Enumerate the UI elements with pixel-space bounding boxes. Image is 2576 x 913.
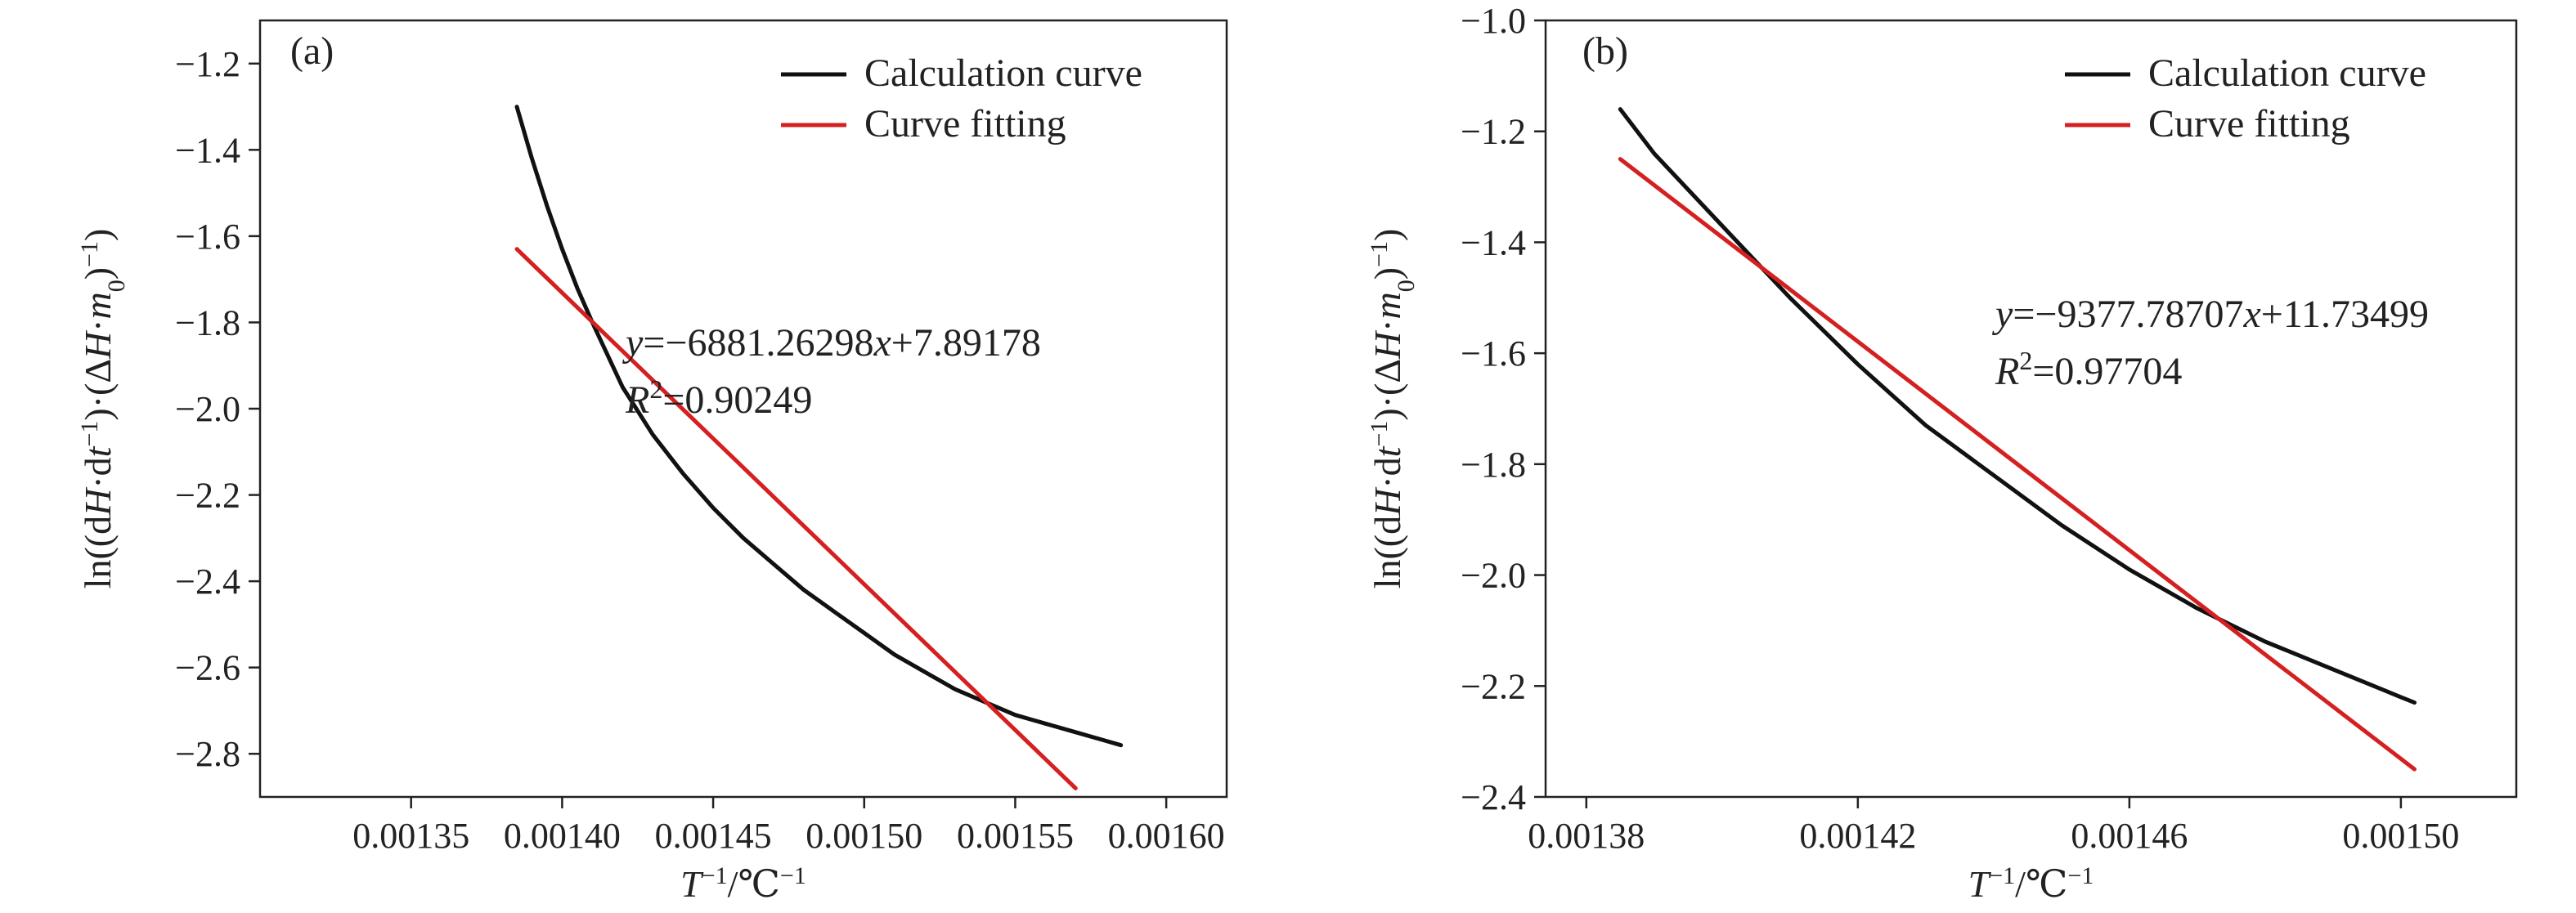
y-tick-label: −2.2 [1461,666,1526,706]
fitting-curve-line [1618,157,2417,772]
x-tick-label: 0.00142 [1799,816,1916,856]
x-axis-label: T−1/℃−1 [680,862,806,906]
r-squared: R2=0.90249 [625,374,812,422]
x-tick-label: 0.00135 [352,816,469,856]
fitting-curve-line [514,247,1078,790]
fit-equation: y=−9377.78707x+11.73499 [1991,293,2429,336]
legend-label: Curve fitting [2148,102,2350,145]
y-tick-label: −2.4 [1461,777,1526,817]
y-tick-label: −2.0 [1461,556,1526,596]
y-axis-label: ln((dH·dt−1)·(ΔH·m0)−1) [1366,229,1420,589]
y-tick-label: −1.2 [1461,112,1526,152]
y-tick-label: −1.6 [175,217,240,257]
y-tick-label: −2.6 [175,648,240,688]
y-tick-label: −1.6 [1461,333,1526,374]
panel-a: 0.00135 0.00140 0.00145 0.00150 0.00155 0.001… [76,19,1228,906]
y-tick-label: −1.0 [1461,1,1526,41]
y-tick-label: −1.8 [1461,445,1526,485]
legend-label: Calculation curve [864,51,1142,95]
y-axis-label: ln((dH·dt−1)·(ΔH·m0)−1) [76,229,130,589]
legend-label: Curve fitting [864,102,1066,145]
panel-label: (b) [1582,29,1628,73]
x-tick-label: 0.00160 [1108,816,1225,856]
calculation-curve-line [1618,107,2417,705]
legend-label: Calculation curve [2148,51,2426,95]
panel-b: 0.00138 0.00142 0.00146 0.00150 −1.0 −1.2 −1.4… [1366,1,2518,906]
x-tick-label: 0.00150 [806,816,922,856]
r-squared: R2=0.97704 [1995,346,2182,393]
y-tick-label: −2.4 [175,562,240,602]
y-tick-label: −2.8 [175,734,240,774]
x-tick-label: 0.00146 [2071,816,2188,856]
y-tick-label: −2.0 [175,389,240,429]
y-tick-label: −1.4 [175,130,240,170]
x-axis-label: T−1/℃−1 [1968,862,2094,906]
calculation-curve-line [514,105,1124,748]
y-tick-label: −2.2 [175,476,240,516]
y-tick-label: −1.8 [175,302,240,342]
panel-label: (a) [290,29,334,73]
fit-equation: y=−6881.26298x+7.89178 [622,321,1041,365]
x-tick-label: 0.00145 [655,816,772,856]
x-tick-label: 0.00155 [957,816,1074,856]
plot-frame [1544,19,2518,799]
x-tick-label: 0.00150 [2342,816,2459,856]
y-tick-label: −1.2 [175,44,240,84]
x-tick-label: 0.00140 [504,816,621,856]
y-tick-label: −1.4 [1461,222,1526,262]
x-tick-label: 0.00138 [1528,816,1645,856]
